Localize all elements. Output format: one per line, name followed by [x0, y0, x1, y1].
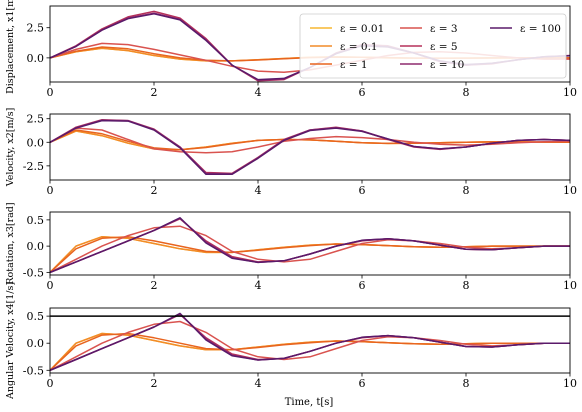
y-tick-label: 2.5	[27, 113, 45, 126]
legend-label: ε = 0.1	[340, 41, 378, 53]
series-line-7	[50, 217, 570, 274]
x-tick-label: 8	[463, 279, 470, 292]
legend: ε = 0.01 ε = 0.1 ε = 1 ε = 3 ε = 5 ε = 10 ε = …	[299, 13, 567, 79]
x-tick-label: 4	[255, 184, 262, 197]
x-tick-label: 8	[463, 184, 470, 197]
series-line-7	[50, 119, 570, 176]
y-axis-label: Displacement, x1[m]	[5, 0, 16, 94]
x-tick-label: 2	[151, 86, 158, 99]
x-tick-label: 10	[563, 377, 577, 390]
series-line-4	[50, 225, 570, 274]
axes-frame	[49, 5, 571, 83]
y-tick-label: -0.5	[23, 266, 44, 279]
x-tick-label: 0	[47, 184, 54, 197]
x-tick-label: 10	[563, 279, 577, 292]
x-tick-label: 4	[255, 86, 262, 99]
x-tick-label: 10	[563, 184, 577, 197]
panel-2: 0 2 4 6 8 10 2.5 0.0 -2.5 Velocity, x2[m/s]	[5, 108, 577, 197]
legend-label: ε = 100	[520, 23, 561, 35]
x-tick-label: 6	[359, 86, 366, 99]
series-group	[50, 217, 570, 274]
x-axis-label: Time, t[s]	[285, 397, 334, 408]
x-tick-label: 4	[255, 279, 262, 292]
x-tick-label: 0	[47, 86, 54, 99]
y-tick-label: -2.5	[23, 160, 44, 173]
x-tick-label: 2	[151, 184, 158, 197]
y-tick-label: 0.5	[27, 310, 45, 323]
x-tick-label: 6	[359, 377, 366, 390]
legend-label: ε = 5	[430, 41, 458, 53]
legend-box	[299, 13, 567, 79]
series-line-4	[50, 320, 570, 372]
series-group	[50, 312, 570, 372]
series-line-6	[50, 119, 570, 175]
axes-frame	[49, 307, 571, 374]
legend-label: ε = 3	[430, 23, 458, 35]
y-tick-label: 0.0	[27, 52, 45, 65]
x-tick-label: 10	[563, 86, 577, 99]
y-tick-label: 2.5	[27, 22, 45, 35]
y-tick-label: 0.0	[27, 136, 45, 149]
x-tick-label: 2	[151, 377, 158, 390]
y-tick-label: 0.0	[27, 337, 45, 350]
series-group	[50, 118, 570, 176]
y-axis-label: Angular Velocity, x4[1/s]	[5, 282, 16, 400]
axes-frame	[49, 211, 571, 276]
x-tick-label: 0	[47, 279, 54, 292]
axes-frame	[49, 113, 571, 181]
x-tick-label: 0	[47, 377, 54, 390]
y-tick-label: 0.0	[27, 240, 45, 253]
x-tick-label: 8	[463, 86, 470, 99]
series-line-3	[50, 129, 570, 151]
x-tick-label: 6	[359, 279, 366, 292]
legend-label: ε = 1	[340, 59, 368, 71]
y-tick-label: 0.5	[27, 214, 45, 227]
panel-4: 0 2 4 6 8 10 0.5 0.0 -0.5 Angular Velocity, x4[1/…	[5, 282, 577, 400]
legend-label: ε = 0.01	[340, 23, 384, 35]
series-line-7	[50, 312, 570, 372]
y-axis-label: Rotation, x3[rad]	[5, 202, 16, 284]
y-axis-label: Velocity, x2[m/s]	[5, 108, 16, 188]
y-tick-label: -0.5	[23, 364, 44, 377]
panel-1: 0 2 4 6 8 10 2.5 0.0 Displacement, x1[m] ε = 0.01…	[5, 0, 577, 99]
x-tick-label: 4	[255, 377, 262, 390]
x-tick-label: 6	[359, 184, 366, 197]
legend-label: ε = 10	[430, 59, 464, 71]
x-tick-label: 8	[463, 377, 470, 390]
panel-3: 0 2 4 6 8 10 0.5 0.0 -0.5 Rotation, x3[rad]	[5, 202, 577, 292]
series-line-5	[50, 118, 570, 175]
x-tick-label: 2	[151, 279, 158, 292]
